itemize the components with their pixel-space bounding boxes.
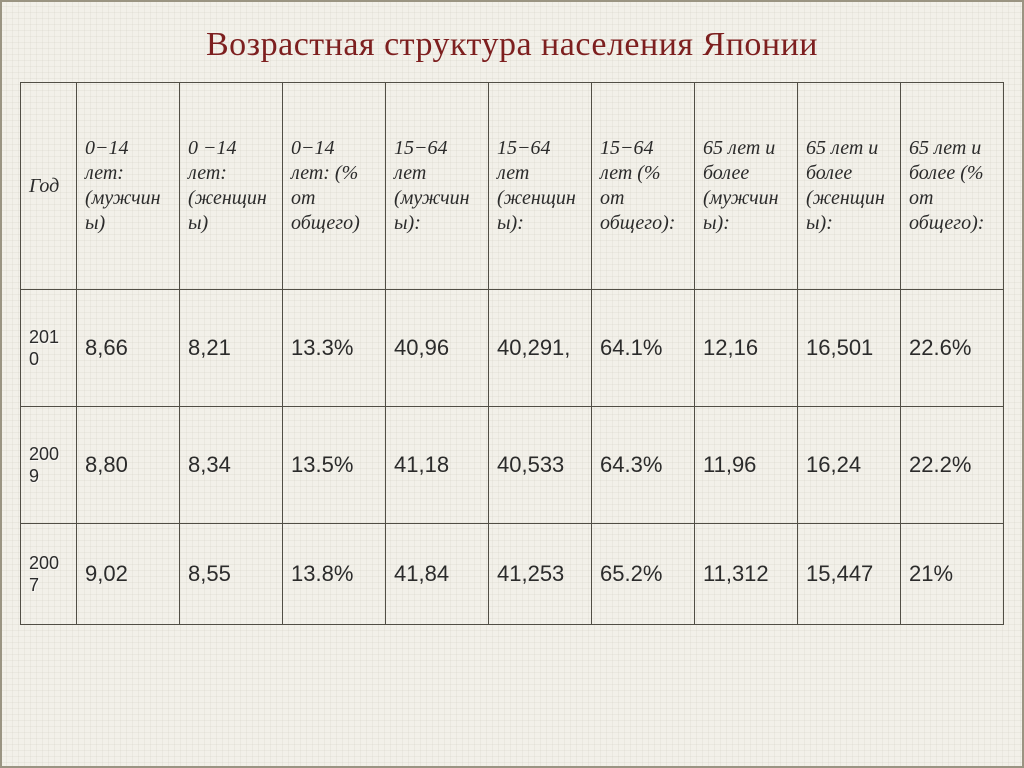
col-header: 65 лет и более (мужчины): — [695, 83, 798, 290]
cell: 12,16 — [695, 290, 798, 407]
page-title: Возрастная структура населения Японии — [20, 26, 1004, 64]
cell-year: 2010 — [21, 290, 77, 407]
cell: 8,80 — [77, 407, 180, 524]
cell: 41,253 — [489, 524, 592, 625]
col-header: 15−64 лет (женщины): — [489, 83, 592, 290]
col-header: 65 лет и более (% от общего): — [901, 83, 1004, 290]
col-header: 15−64 лет (% от общего): — [592, 83, 695, 290]
col-header: 0−14 лет: (% от общего) — [283, 83, 386, 290]
cell: 8,21 — [180, 290, 283, 407]
cell: 40,533 — [489, 407, 592, 524]
cell: 13.8% — [283, 524, 386, 625]
cell: 16,501 — [798, 290, 901, 407]
cell: 9,02 — [77, 524, 180, 625]
col-header: 0−14 лет: (мужчины) — [77, 83, 180, 290]
cell: 64.1% — [592, 290, 695, 407]
cell: 65.2% — [592, 524, 695, 625]
cell: 13.3% — [283, 290, 386, 407]
cell: 11,312 — [695, 524, 798, 625]
slide-frame: Возрастная структура населения Японии Го… — [0, 0, 1024, 768]
cell: 11,96 — [695, 407, 798, 524]
table-row: 2007 9,02 8,55 13.8% 41,84 41,253 65.2% … — [21, 524, 1004, 625]
cell: 13.5% — [283, 407, 386, 524]
cell: 40,96 — [386, 290, 489, 407]
cell: 8,55 — [180, 524, 283, 625]
age-structure-table: Год 0−14 лет: (мужчины) 0 −14 лет: (женщ… — [20, 82, 1004, 625]
table-row: 2009 8,80 8,34 13.5% 41,18 40,533 64.3% … — [21, 407, 1004, 524]
cell-year: 2007 — [21, 524, 77, 625]
cell: 8,34 — [180, 407, 283, 524]
cell-year: 2009 — [21, 407, 77, 524]
cell: 8,66 — [77, 290, 180, 407]
cell: 22.2% — [901, 407, 1004, 524]
cell: 15,447 — [798, 524, 901, 625]
cell: 41,84 — [386, 524, 489, 625]
table-header-row: Год 0−14 лет: (мужчины) 0 −14 лет: (женщ… — [21, 83, 1004, 290]
col-header: 15−64 лет (мужчины): — [386, 83, 489, 290]
cell: 16,24 — [798, 407, 901, 524]
col-header: 65 лет и более (женщины): — [798, 83, 901, 290]
cell: 64.3% — [592, 407, 695, 524]
cell: 40,291, — [489, 290, 592, 407]
col-header: 0 −14 лет: (женщины) — [180, 83, 283, 290]
cell: 41,18 — [386, 407, 489, 524]
col-header: Год — [21, 83, 77, 290]
table-row: 2010 8,66 8,21 13.3% 40,96 40,291, 64.1%… — [21, 290, 1004, 407]
cell: 22.6% — [901, 290, 1004, 407]
cell: 21% — [901, 524, 1004, 625]
